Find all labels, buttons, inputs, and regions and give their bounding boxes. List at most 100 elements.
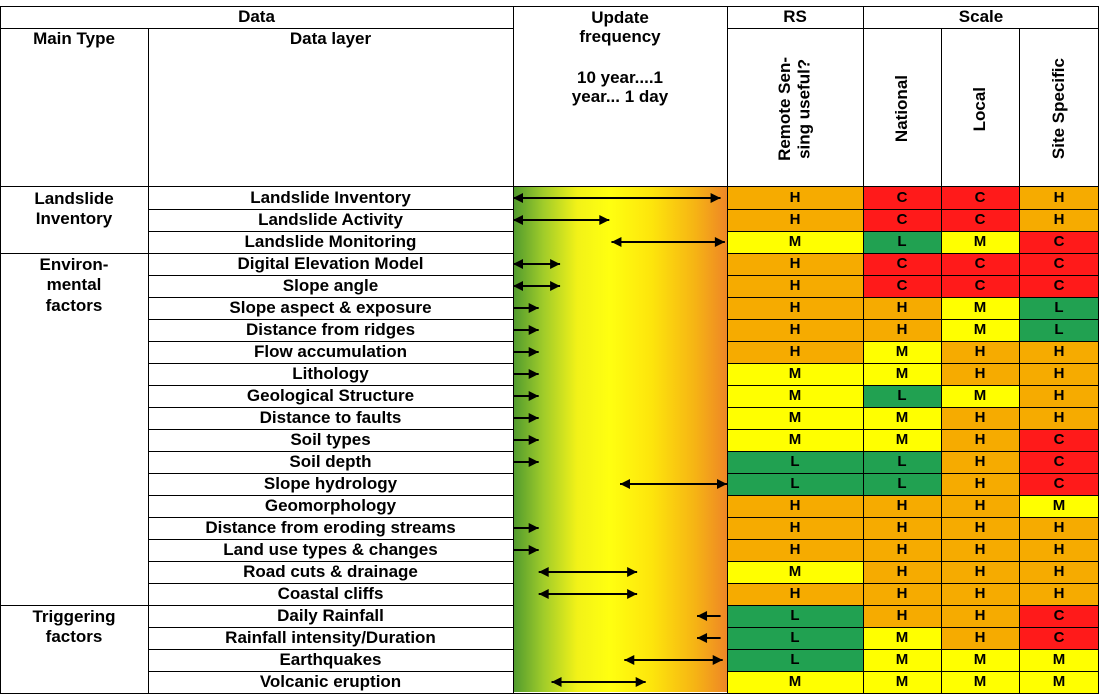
header-update-line1: Update — [591, 8, 649, 28]
grid-line-h — [727, 495, 1099, 496]
grid-line-h — [727, 231, 1099, 232]
grid-line-h — [727, 671, 1099, 672]
data-layer-cell: Geological Structure — [246, 385, 415, 405]
national-rating-cell: H — [863, 495, 941, 517]
rs-rating-cell: H — [727, 517, 863, 539]
grid-line-h — [148, 319, 513, 320]
data-layer-cell: Daily Rainfall — [277, 605, 384, 625]
data-layer-cell: Earthquakes — [279, 649, 382, 669]
national-rating-cell: M — [863, 363, 941, 385]
data-layer-cell: Road cuts & drainage — [243, 561, 418, 581]
header-rs-group: RS — [783, 6, 807, 26]
data-layer-cell: Slope hydrology — [263, 473, 398, 493]
data-layer-cell: Landslide Inventory — [250, 187, 411, 207]
grid-line-v — [513, 6, 514, 693]
rs-rating-cell: M — [727, 385, 863, 407]
grid-line-h — [148, 363, 513, 364]
data-layer-cell: Landslide Monitoring — [244, 231, 417, 251]
header-data-layer: Data layer — [289, 28, 372, 48]
header-rs-col: Remote Sen- sing useful? — [727, 32, 863, 186]
grid-line-h — [727, 363, 1099, 364]
rs-rating-cell: L — [727, 649, 863, 671]
site-rating-cell: H — [1019, 407, 1099, 429]
site-rating-cell: H — [1019, 385, 1099, 407]
rs-rating-cell: H — [727, 187, 863, 209]
site-rating-cell: C — [1019, 429, 1099, 451]
grid-line-h — [148, 209, 513, 210]
header-data-group: Data — [238, 6, 275, 26]
local-rating-cell: M — [941, 297, 1019, 319]
site-rating-cell: C — [1019, 605, 1099, 627]
data-layer-cell: Distance from eroding streams — [205, 517, 456, 537]
header-scale-group: Scale — [958, 6, 1004, 26]
national-rating-cell: H — [863, 297, 941, 319]
header-local-text: Local — [969, 86, 989, 132]
grid-line-h — [727, 385, 1099, 386]
grid-line-v — [148, 28, 149, 693]
main-type-label: Landslide Inventory — [34, 189, 114, 229]
site-rating-cell: L — [1019, 319, 1099, 341]
national-rating-cell: M — [863, 407, 941, 429]
local-rating-cell: M — [941, 649, 1019, 671]
rs-rating-cell: H — [727, 539, 863, 561]
national-rating-cell: M — [863, 627, 941, 649]
grid-line-h — [727, 429, 1099, 430]
local-rating-cell: H — [941, 407, 1019, 429]
grid-line-h — [148, 561, 513, 562]
data-layer-cell: Distance to faults — [259, 407, 402, 427]
header-update-line2: frequency — [579, 27, 661, 46]
local-rating-cell: H — [941, 605, 1019, 627]
grid-line-h — [148, 451, 513, 452]
header-update-scale-line1: 10 year....1 — [576, 68, 664, 88]
grid-line-h — [148, 495, 513, 496]
site-rating-cell: C — [1019, 627, 1099, 649]
grid-line-h — [727, 297, 1099, 298]
grid-line-h — [727, 28, 1099, 29]
grid-line-v — [0, 6, 1, 693]
rs-rating-cell: H — [727, 275, 863, 297]
rs-rating-cell: L — [727, 605, 863, 627]
national-rating-cell: C — [863, 275, 941, 297]
local-rating-cell: H — [941, 495, 1019, 517]
site-rating-cell: L — [1019, 297, 1099, 319]
grid-line-h — [727, 341, 1099, 342]
national-rating-cell: H — [863, 583, 941, 605]
header-site-text: Site Specific — [1048, 58, 1068, 160]
grid-line-h — [148, 517, 513, 518]
update-frequency-gradient — [513, 187, 727, 692]
rs-rating-cell: H — [727, 319, 863, 341]
data-layer-cell: Soil depth — [289, 451, 372, 471]
grid-line-h — [727, 209, 1099, 210]
national-rating-cell: L — [863, 231, 941, 253]
header-update-scale-line2: year... 1 day — [571, 87, 669, 106]
grid-line-h — [148, 297, 513, 298]
main-type-label: Triggering factors — [32, 607, 116, 647]
grid-line-h — [727, 583, 1099, 584]
national-rating-cell: H — [863, 561, 941, 583]
site-rating-cell: H — [1019, 363, 1099, 385]
grid-line-v — [941, 28, 942, 693]
data-layer-cell: Geomorphology — [264, 495, 397, 515]
national-rating-cell: L — [863, 385, 941, 407]
grid-line-h — [727, 561, 1099, 562]
local-rating-cell: C — [941, 253, 1019, 275]
grid-line-h — [727, 649, 1099, 650]
site-rating-cell: H — [1019, 539, 1099, 561]
site-rating-cell: H — [1019, 341, 1099, 363]
rs-rating-cell: M — [727, 429, 863, 451]
grid-line-h — [0, 693, 1099, 694]
header-main-type: Main Type — [33, 28, 115, 48]
local-rating-cell: H — [941, 583, 1019, 605]
local-rating-cell: H — [941, 473, 1019, 495]
grid-line-h — [0, 253, 513, 254]
local-rating-cell: H — [941, 561, 1019, 583]
grid-line-top — [0, 6, 1099, 7]
grid-line-h — [0, 186, 1099, 187]
data-layer-cell: Slope aspect & exposure — [229, 297, 432, 317]
local-rating-cell: C — [941, 209, 1019, 231]
grid-line-v — [727, 6, 728, 693]
site-rating-cell: C — [1019, 451, 1099, 473]
local-rating-cell: M — [941, 385, 1019, 407]
local-rating-cell: M — [941, 319, 1019, 341]
grid-line-h — [727, 407, 1099, 408]
